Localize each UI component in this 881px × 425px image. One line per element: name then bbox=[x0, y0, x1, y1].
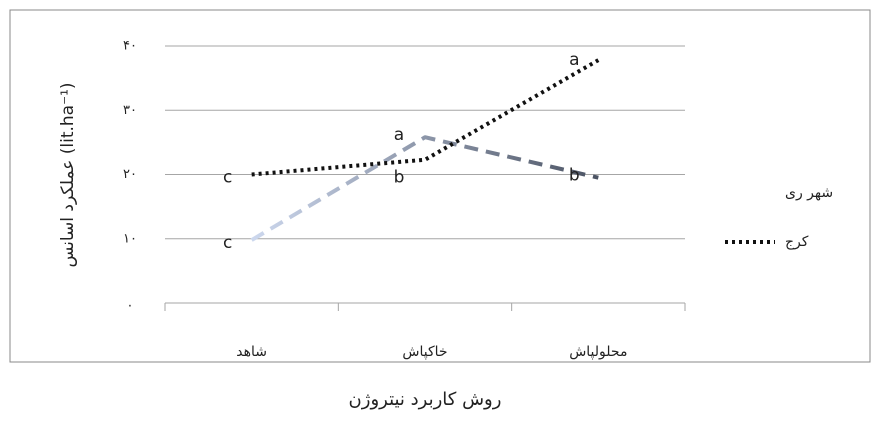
x-tick-label: خاکپاش bbox=[402, 344, 447, 360]
significance-letter: b bbox=[394, 168, 405, 188]
significance-letter: a bbox=[394, 125, 404, 145]
y-tick-label: ۴۰ bbox=[123, 39, 137, 54]
y-axis-title: عملکرد اسانس (lit.ha⁻¹) bbox=[58, 82, 78, 267]
x-tick-label: محلولپاش bbox=[569, 344, 627, 360]
y-tick-label: ۳۰ bbox=[123, 103, 137, 118]
y-tick-label: . bbox=[128, 296, 132, 311]
significance-letter: c bbox=[223, 168, 232, 188]
x-tick-label: شاهد bbox=[236, 344, 267, 360]
significance-letter: a bbox=[569, 50, 579, 70]
y-tick-label: ۱۰ bbox=[123, 231, 137, 246]
significance-letter: b bbox=[569, 166, 580, 186]
legend-label: کرج bbox=[785, 234, 809, 250]
chart-border bbox=[9, 9, 871, 363]
legend-label: شهر ری bbox=[785, 185, 833, 201]
x-axis-title: روش کاربرد نیتروژن bbox=[349, 389, 502, 410]
series-line bbox=[251, 58, 600, 177]
y-tick-label: ۲۰ bbox=[123, 167, 137, 182]
series-line bbox=[250, 135, 599, 242]
significance-letter: c bbox=[223, 233, 232, 253]
